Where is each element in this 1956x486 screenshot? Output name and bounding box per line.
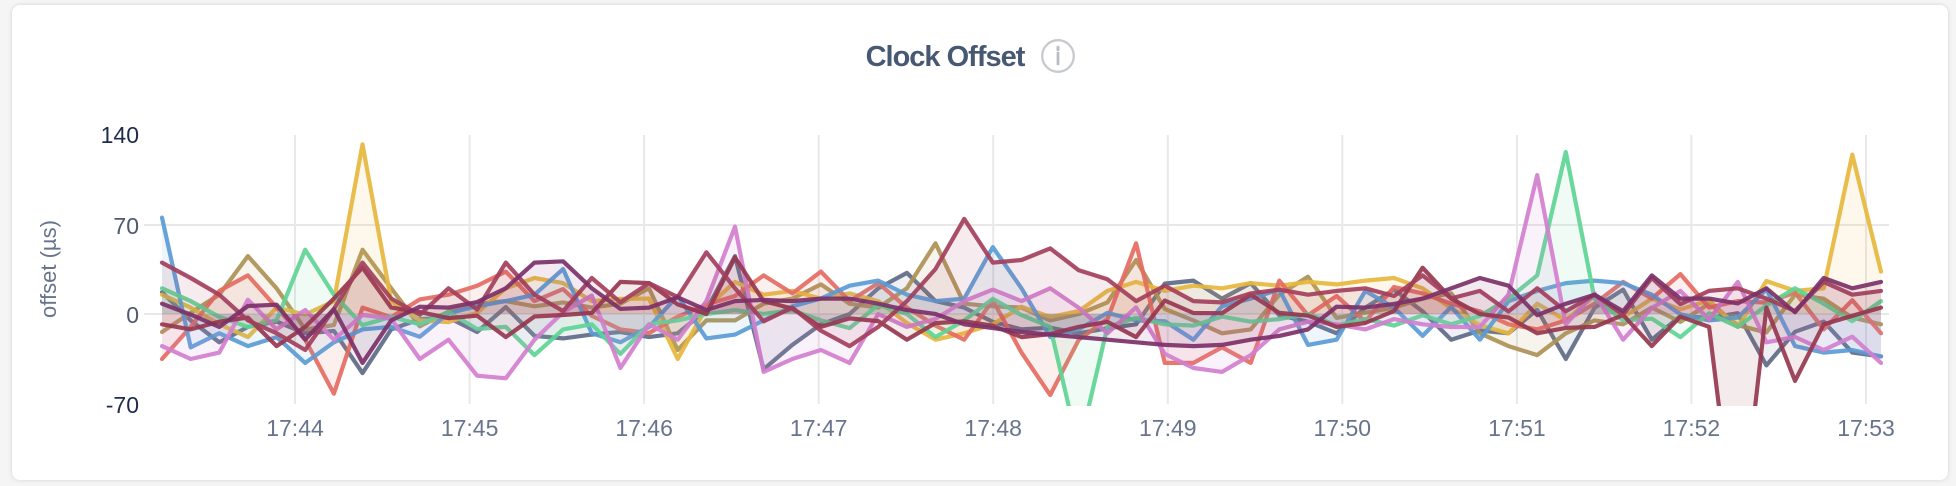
svg-text:17:47: 17:47 bbox=[790, 415, 848, 441]
svg-text:17:48: 17:48 bbox=[964, 415, 1022, 441]
svg-text:140: 140 bbox=[101, 122, 139, 148]
svg-text:17:49: 17:49 bbox=[1139, 415, 1197, 441]
svg-text:Clock Offset: Clock Offset bbox=[866, 41, 1026, 73]
svg-text:-70: -70 bbox=[106, 392, 139, 418]
svg-text:17:52: 17:52 bbox=[1663, 415, 1721, 441]
svg-text:17:53: 17:53 bbox=[1837, 415, 1895, 441]
svg-text:17:50: 17:50 bbox=[1314, 415, 1372, 441]
svg-text:70: 70 bbox=[113, 213, 139, 239]
svg-text:17:46: 17:46 bbox=[615, 415, 673, 441]
svg-text:0: 0 bbox=[126, 302, 139, 328]
svg-text:17:44: 17:44 bbox=[266, 415, 324, 441]
svg-text:17:51: 17:51 bbox=[1488, 415, 1546, 441]
svg-text:offset (µs): offset (µs) bbox=[36, 220, 61, 318]
svg-text:17:45: 17:45 bbox=[441, 415, 499, 441]
